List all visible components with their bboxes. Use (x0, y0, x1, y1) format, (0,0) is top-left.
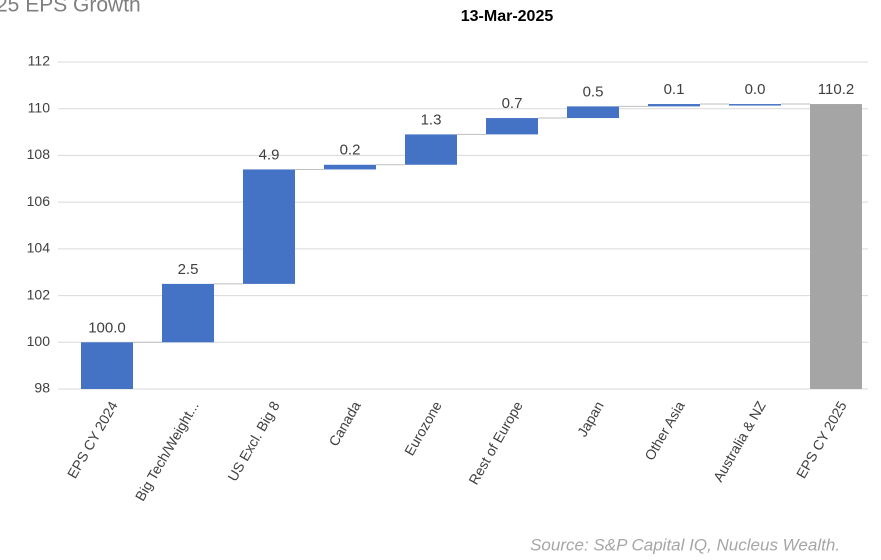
value-label: 0.1 (664, 81, 685, 98)
bar (162, 283, 214, 343)
bar (81, 342, 133, 389)
y-tick-label: 106 (27, 193, 51, 209)
x-tick-label: Japan (574, 398, 607, 439)
x-tick-label: Eurozone (401, 398, 445, 458)
bar (729, 104, 781, 106)
chart-subtitle: 13-Mar-2025 (461, 8, 554, 25)
value-label: 0.5 (583, 83, 604, 100)
bar (567, 106, 619, 119)
source-note: Source: S&P Capital IQ, Nucleus Wealth. (530, 535, 840, 554)
y-tick-label: 110 (28, 99, 51, 115)
x-tick-label: US Excl. Big 8 (224, 398, 283, 484)
x-tick-label: Other Asia (641, 398, 688, 463)
value-label: 0.0 (745, 81, 766, 98)
y-tick-label: 108 (27, 146, 51, 162)
y-tick-label: 104 (27, 240, 51, 256)
y-tick-label: 112 (28, 53, 51, 69)
y-tick-label: 100 (27, 333, 51, 349)
value-label: 2.5 (178, 261, 199, 278)
x-tick-label: EPS CY 2025 (793, 398, 850, 481)
chart-title: 25 EPS Growth (0, 0, 141, 17)
x-tick-label: Rest of Europe (465, 398, 526, 487)
y-tick-label: 98 (34, 380, 50, 396)
x-tick-label: Big Tech/Weight... (132, 398, 202, 503)
bar (405, 134, 457, 165)
bar (810, 104, 862, 390)
value-label: 1.3 (421, 111, 442, 128)
x-tick-label: Australia & NZ (710, 398, 769, 485)
value-label: 0.2 (340, 142, 361, 159)
bar (243, 169, 295, 284)
x-tick-label: EPS CY 2024 (64, 398, 121, 481)
value-label: 110.2 (818, 81, 854, 98)
bar (324, 164, 376, 170)
y-tick-label: 102 (27, 286, 51, 302)
bar (648, 104, 700, 107)
x-tick-label: Canada (325, 398, 363, 449)
bar (486, 118, 538, 135)
value-label: 0.7 (502, 95, 523, 112)
value-label: 4.9 (259, 146, 280, 163)
value-label: 100.0 (88, 319, 126, 336)
